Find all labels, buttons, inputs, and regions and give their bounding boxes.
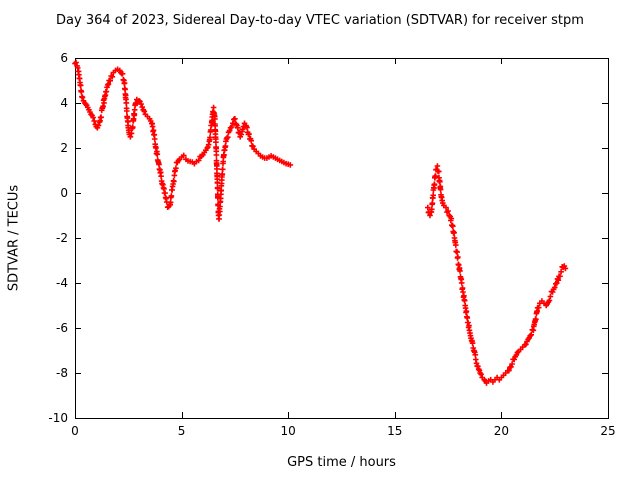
x-tick-label: 10 (281, 424, 296, 438)
y-tick-label: 6 (60, 51, 68, 65)
y-tick-label: 4 (60, 96, 68, 110)
x-axis-label: GPS time / hours (287, 455, 396, 470)
x-tick-label: 5 (178, 424, 186, 438)
chart-title: Day 364 of 2023, Sidereal Day-to-day VTE… (56, 13, 584, 28)
data-points (72, 59, 569, 386)
y-tick-label: 2 (60, 141, 68, 155)
x-tick-label: 15 (387, 424, 402, 438)
y-tick-label: -8 (56, 366, 68, 380)
x-tick-label: 0 (71, 424, 79, 438)
y-tick-label: -2 (56, 231, 68, 245)
x-tick-label: 25 (600, 424, 615, 438)
y-tick-label: -6 (56, 321, 68, 335)
plot-border (75, 58, 609, 419)
y-tick-label: -10 (48, 411, 68, 425)
axis-ticks (75, 58, 609, 419)
x-tick-label: 20 (494, 424, 509, 438)
y-tick-label: -4 (56, 276, 68, 290)
y-tick-label: 0 (60, 186, 68, 200)
